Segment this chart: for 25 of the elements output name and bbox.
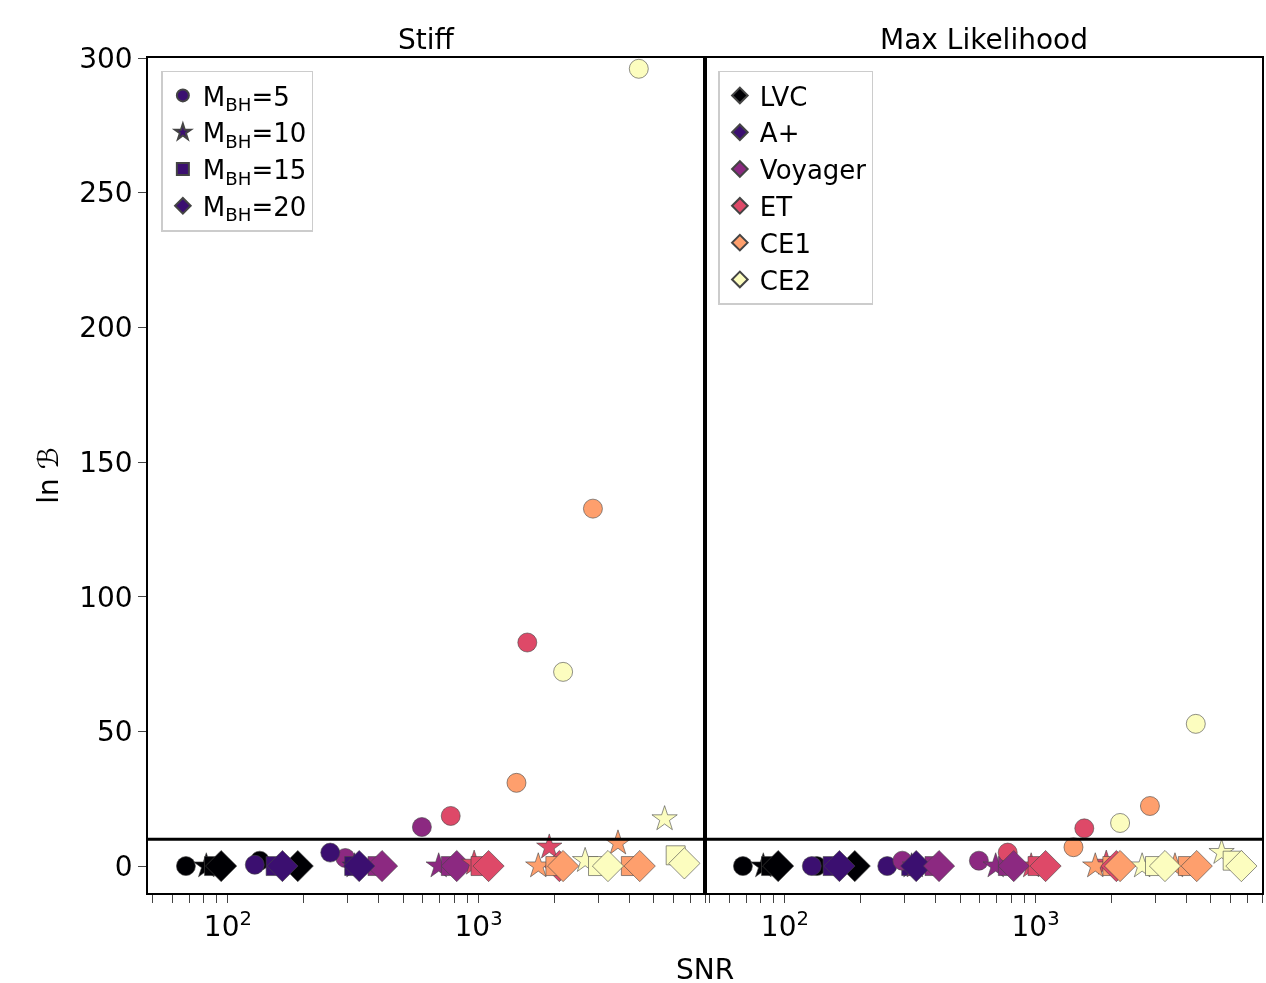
chart-title: Max Likelihood (880, 23, 1088, 56)
legend-label: M$_{BH}$=20 (202, 191, 307, 226)
chart-title: Stiff (398, 23, 455, 56)
legend-label: M$_{BH}$=10 (202, 118, 307, 152)
y-tick-label: 50 (97, 715, 133, 749)
legend-label: CE1 (759, 228, 811, 259)
legend-label: M$_{BH}$=5 (202, 81, 290, 116)
y-tick-label: 0 (114, 849, 133, 883)
legend-label: A+ (759, 118, 800, 149)
x-tick-label: 10$^{3}$ (454, 906, 503, 944)
legend-label: LVC (759, 81, 808, 112)
legend-label: CE2 (759, 265, 811, 296)
legend-label: M$_{BH}$=15 (202, 155, 307, 189)
x-tick-label: 10$^{2}$ (760, 906, 809, 944)
y-axis-title: ln ℬ (32, 447, 66, 504)
legend-label: Voyager (759, 155, 867, 186)
y-tick-label: 100 (79, 580, 133, 614)
y-tick-label: 250 (79, 176, 133, 210)
x-axis-title: SNR (676, 953, 735, 983)
x-tick-label: 10$^{3}$ (1011, 906, 1060, 944)
y-tick-label: 200 (79, 311, 133, 345)
legend-label: ET (759, 191, 793, 222)
x-tick-label: 10$^{2}$ (203, 906, 252, 944)
y-tick-label: 150 (79, 445, 133, 479)
y-tick-label: 300 (79, 41, 133, 75)
